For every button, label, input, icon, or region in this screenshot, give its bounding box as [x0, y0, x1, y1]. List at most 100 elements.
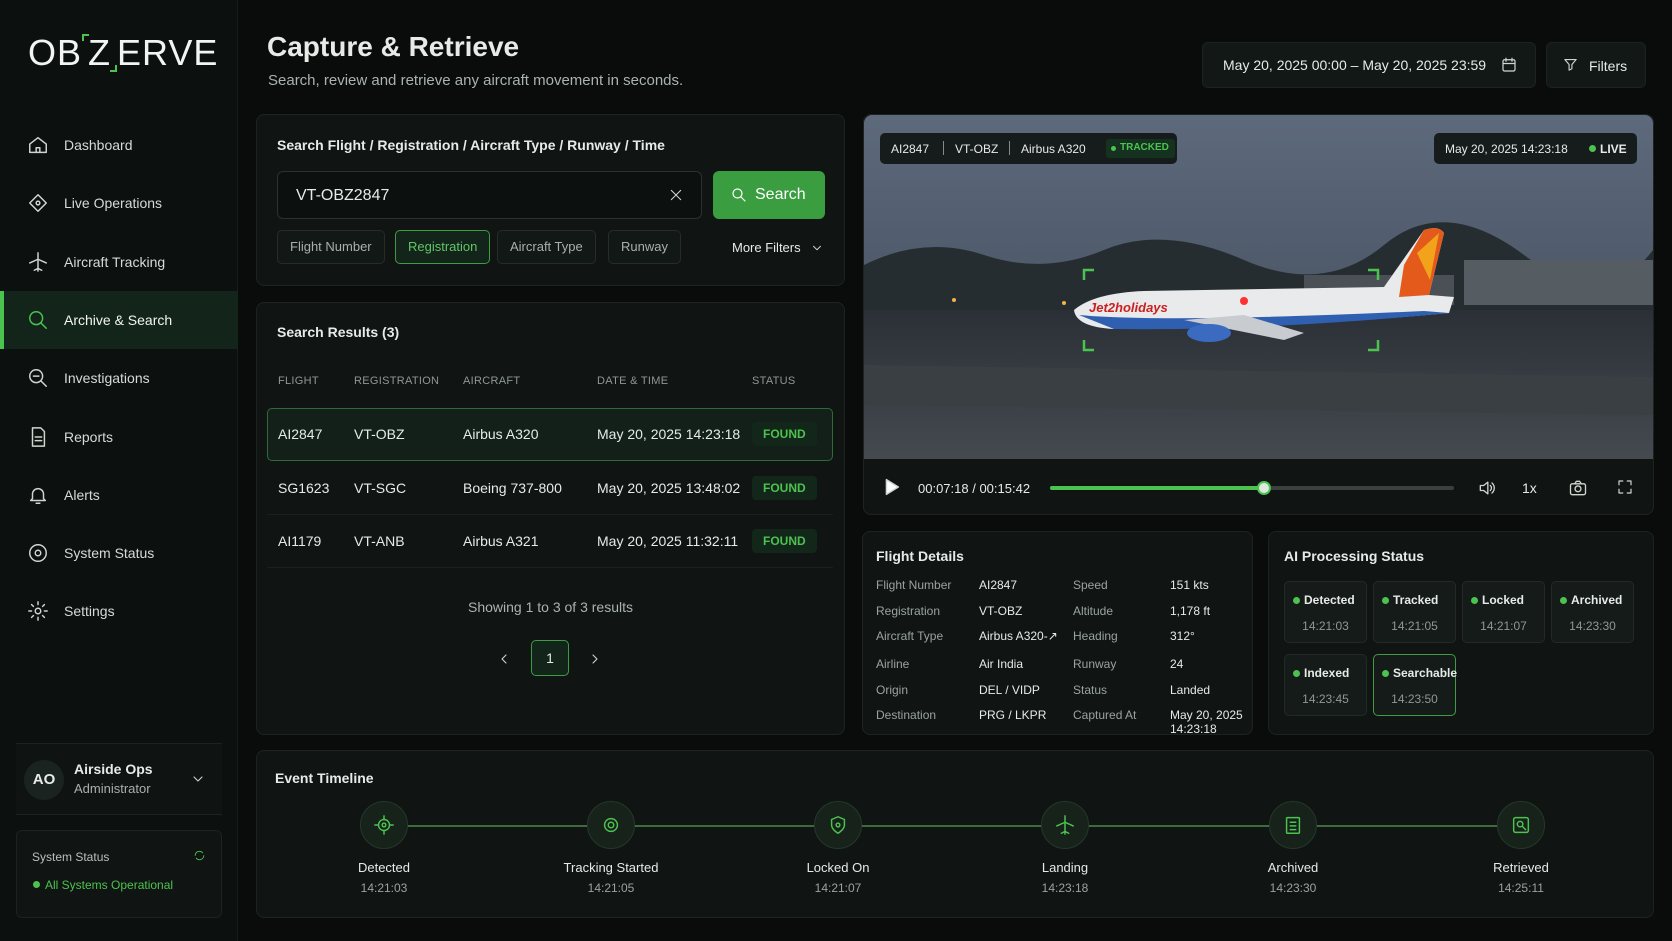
ai-title: AI Processing Status [1284, 548, 1425, 564]
fullscreen-button [1618, 480, 1632, 494]
sync-icon [194, 850, 205, 861]
detail-label: Destination [876, 708, 937, 722]
nav-label: Reports [64, 428, 114, 445]
search-icon [732, 188, 746, 202]
detail-value: PRG / LKPR [979, 708, 1047, 722]
page-button[interactable]: 1 [531, 640, 569, 676]
nav-label: Live Operations [64, 195, 163, 212]
cell: AI2847 [278, 426, 323, 442]
nav-icon [29, 194, 47, 213]
detail-label: Status [1073, 683, 1108, 697]
ai-step-time: 14:21:03 [1302, 619, 1349, 633]
results-title: Search Results (3) [277, 324, 400, 340]
date-range[interactable]: May 20, 2025 00:00 – May 20, 2025 23:59 [1202, 42, 1536, 88]
column-header: AIRCRAFT [463, 375, 521, 387]
svg-text:Jet2holidays: Jet2holidays [1089, 300, 1168, 315]
nav-label: Dashboard [64, 137, 133, 153]
event-label: Detected [357, 860, 411, 875]
progress-thumb[interactable] [1257, 481, 1272, 495]
filter-chip[interactable]: Aircraft Type [497, 230, 596, 264]
column-header: STATUS [752, 375, 796, 387]
event-icon [374, 815, 394, 835]
user-role: Administrator [74, 781, 151, 796]
filters-button[interactable]: Filters [1546, 42, 1646, 88]
logo-part: Z [88, 32, 112, 73]
video-time-bar [1434, 133, 1637, 164]
detail-value: AI2847 [979, 578, 1018, 592]
ai-step [1373, 654, 1456, 716]
ai-step-label: Indexed [1304, 666, 1350, 680]
detail-value: 312° [1170, 629, 1195, 643]
status-dot [1382, 670, 1389, 677]
cell: VT-SGC [354, 479, 407, 496]
ai-step [1284, 654, 1367, 716]
search-input[interactable]: VT-OBZ2847 [277, 171, 702, 219]
divider [943, 141, 944, 155]
playback-time: 00:07:18 / 00:15:42 [918, 481, 1031, 496]
timeline-line [384, 825, 1521, 827]
page-title: Capture & Retrieve [267, 31, 520, 62]
video-aircraft: Airbus A320 [1021, 142, 1086, 156]
logo-mark: Z [82, 32, 118, 74]
detail-label: Speed [1073, 578, 1108, 592]
result-row[interactable] [267, 462, 833, 515]
snapshot-button [1569, 480, 1587, 496]
status-dot [33, 881, 40, 888]
filter-chip[interactable]: Registration [395, 230, 491, 264]
ai-step [1373, 581, 1456, 643]
event-label: Landing [1041, 860, 1089, 875]
event-time: 14:21:07 [814, 881, 862, 895]
system-card [16, 830, 222, 918]
nav-icon [29, 369, 47, 388]
avatar: AO [24, 760, 64, 800]
detail-label: Airline [876, 657, 910, 671]
details-title: Flight Details [876, 548, 964, 564]
next-page [592, 654, 598, 664]
search-button[interactable]: Search [713, 171, 825, 219]
status-badge: FOUND [752, 529, 817, 553]
filter-icon [1564, 58, 1577, 71]
nav-icon [28, 601, 48, 622]
cell: May 20, 2025 13:48:02 [597, 479, 741, 496]
event-label: Retrieved [1493, 860, 1549, 875]
video-frame: Jet2holidays [864, 115, 1653, 459]
results-summary: Showing 1 to 3 of 3 results [468, 599, 633, 615]
event-label: Archived [1267, 860, 1319, 875]
nav-icon [29, 251, 47, 272]
play-button[interactable] [880, 476, 902, 498]
status-dot [1471, 597, 1478, 604]
live-label: LIVE [1600, 142, 1627, 156]
details-panel [862, 531, 1253, 735]
timeline-panel [256, 750, 1654, 918]
detail-value: May 20, 2025 14:23:18 [1170, 708, 1243, 736]
result-row[interactable] [267, 515, 833, 568]
detail-label: Flight Number [876, 578, 952, 592]
detail-value: Landed [1170, 683, 1211, 697]
nav-label: Settings [64, 603, 115, 620]
cell: Boeing 737-800 [463, 479, 562, 496]
video-flight: AI2847 [891, 142, 930, 156]
nav-icon [29, 310, 47, 329]
more-filters[interactable]: More Filters [732, 240, 801, 255]
chevron [193, 776, 203, 782]
detail-value: Air India [979, 657, 1024, 671]
result-row[interactable] [267, 408, 833, 461]
live-dot [1589, 145, 1596, 152]
nav-label: System Status [64, 545, 155, 562]
event-time: 14:25:11 [1498, 881, 1544, 895]
detail-value: Airbus A320-↗ [979, 629, 1058, 643]
status-dot [1111, 146, 1116, 151]
nav-item[interactable] [0, 290, 238, 349]
status-dot [1293, 597, 1300, 604]
chevron [813, 245, 821, 251]
detail-value: 151 kts [1170, 578, 1209, 592]
filter-chip[interactable]: Runway [608, 230, 681, 264]
system-label: System Status [32, 850, 110, 864]
event-node [814, 801, 862, 849]
detail-value: 1,178 ft [1170, 604, 1211, 618]
status-dot [1293, 670, 1300, 677]
speed-button[interactable]: 1x [1522, 480, 1537, 496]
user-name: Airside Ops [74, 761, 153, 777]
filter-chip[interactable]: Flight Number [277, 230, 385, 264]
detail-label: Heading [1073, 629, 1118, 643]
